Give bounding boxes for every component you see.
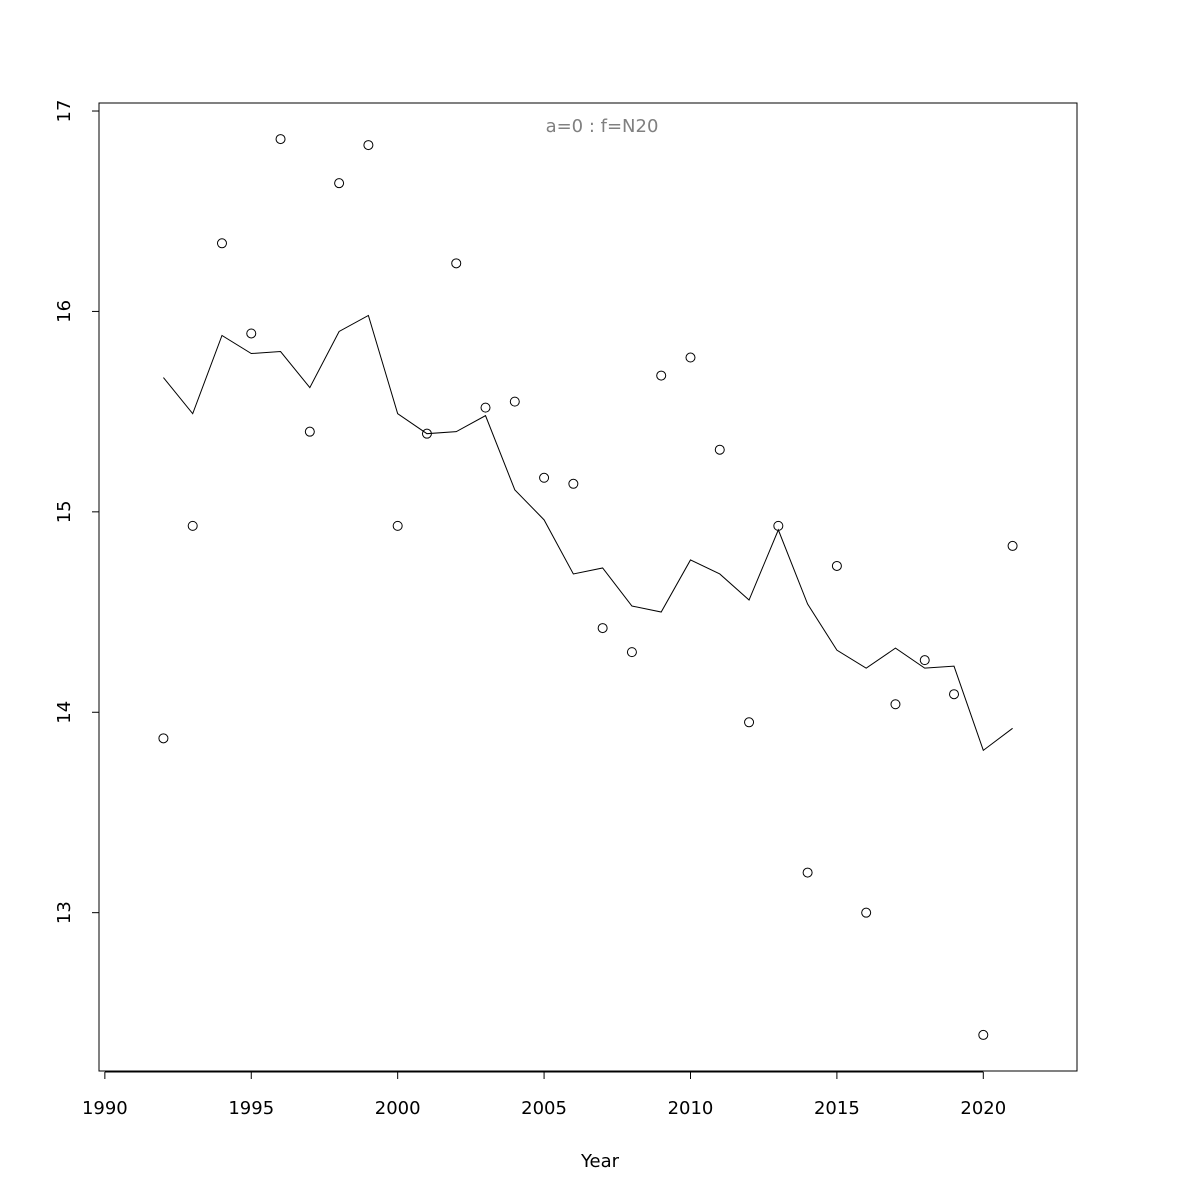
point <box>802 867 813 878</box>
y-tick-label: 16 <box>54 300 75 323</box>
point <box>714 444 725 455</box>
point <box>597 623 608 634</box>
point <box>831 560 842 571</box>
point <box>480 402 491 413</box>
point <box>451 258 462 269</box>
y-tick-label: 13 <box>54 901 75 924</box>
point <box>656 370 667 381</box>
point <box>392 520 403 531</box>
point <box>626 647 637 658</box>
x-tick-label: 2015 <box>814 1098 860 1119</box>
point <box>890 699 901 710</box>
point <box>187 520 198 531</box>
point <box>275 134 286 145</box>
point <box>509 396 520 407</box>
y-tick-label: 15 <box>54 500 75 523</box>
annotation: a=0 : f=N20 <box>546 116 659 137</box>
point <box>744 717 755 728</box>
x-tick-label: 1995 <box>228 1098 274 1119</box>
x-tick-label: 1990 <box>82 1098 128 1119</box>
point <box>158 733 169 744</box>
x-tick-label: 2010 <box>668 1098 714 1119</box>
point <box>246 328 257 339</box>
point <box>978 1029 989 1040</box>
y-tick-label: 17 <box>54 100 75 123</box>
point <box>304 426 315 437</box>
point <box>334 178 345 189</box>
point <box>363 140 374 151</box>
x-tick-label: 2000 <box>375 1098 421 1119</box>
point <box>539 472 550 483</box>
point <box>216 238 227 249</box>
point <box>1007 540 1018 551</box>
point <box>949 689 960 700</box>
plot-box <box>98 102 1078 1072</box>
point <box>861 907 872 918</box>
y-tick-label: 14 <box>54 701 75 724</box>
point <box>919 655 930 666</box>
line <box>163 314 1013 752</box>
point <box>568 478 579 489</box>
x-tick-label: 2020 <box>960 1098 1006 1119</box>
x-tick-label: 2005 <box>521 1098 567 1119</box>
point <box>685 352 696 363</box>
x-axis-label: Year <box>580 1151 620 1172</box>
